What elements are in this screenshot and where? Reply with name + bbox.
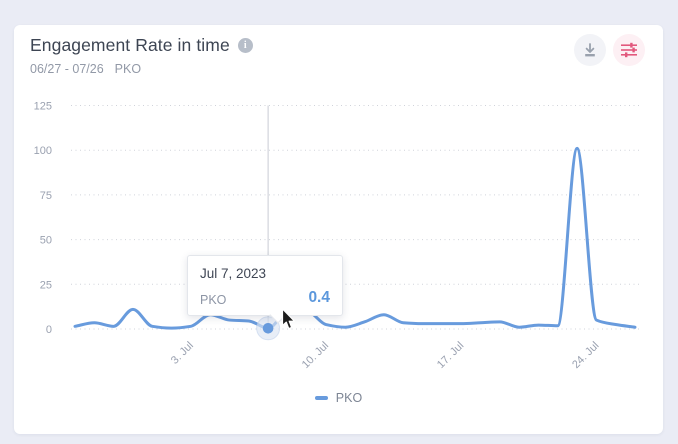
filters-icon (621, 42, 637, 58)
profile-label: PKO (114, 62, 142, 76)
tooltip-date: Jul 7, 2023 (200, 266, 267, 281)
legend-item-pko[interactable]: PKO (314, 391, 363, 405)
tooltip-row: PKO 0.4 (200, 289, 330, 307)
chart-legend: PKO (14, 391, 663, 405)
tooltip-series-name: PKO (200, 293, 227, 307)
legend-label: PKO (335, 391, 363, 405)
card-header: Engagement Rate in time i (30, 35, 253, 56)
mouse-cursor (281, 308, 296, 330)
card-actions (574, 34, 645, 66)
download-icon (585, 43, 595, 57)
engagement-rate-card: Engagement Rate in time i 06/27 - 07/26 … (14, 25, 663, 434)
filter-button[interactable] (613, 34, 645, 66)
info-icon[interactable]: i (237, 38, 253, 53)
legend-line-marker (314, 396, 328, 400)
download-button[interactable] (574, 34, 606, 66)
date-range-label: 06/27 - 07/26 (30, 62, 104, 76)
chart-tooltip: Jul 7, 2023 PKO 0.4 (187, 255, 343, 324)
card-subtitle: 06/27 - 07/26 PKO (30, 62, 141, 76)
card-title: Engagement Rate in time (30, 35, 230, 55)
tooltip-value: 0.4 (308, 289, 330, 306)
